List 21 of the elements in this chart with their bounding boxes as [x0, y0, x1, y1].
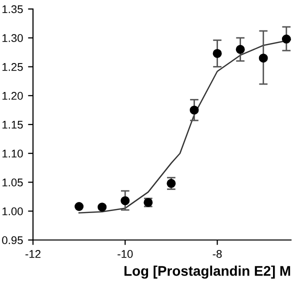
point: [190, 106, 199, 115]
point: [282, 34, 291, 44]
y-tick-label: 1.25: [2, 63, 23, 71]
x-tick-label: -12: [25, 250, 40, 258]
y-tick-label: 1.15: [2, 120, 23, 129]
y-tick-label: 1.10: [2, 150, 23, 158]
y-tick-label: 1.35: [2, 5, 23, 14]
point: [74, 202, 84, 212]
point: [258, 54, 268, 63]
y-tick-label: 1.20: [2, 92, 23, 100]
y-tick-label: 1.00: [2, 207, 23, 216]
x-tick-label: -8: [212, 250, 222, 258]
y-tick-label: 1.30: [2, 34, 23, 42]
point: [98, 202, 107, 212]
point: [236, 44, 245, 54]
point: [212, 48, 222, 58]
x-tick-label: -10: [118, 250, 133, 258]
point: [120, 196, 130, 206]
y-tick-label: 1.05: [2, 178, 23, 186]
y-tick-label: 0.95: [2, 236, 23, 244]
x-axis-title: Log [Prostaglandin E2] M: [124, 266, 290, 279]
